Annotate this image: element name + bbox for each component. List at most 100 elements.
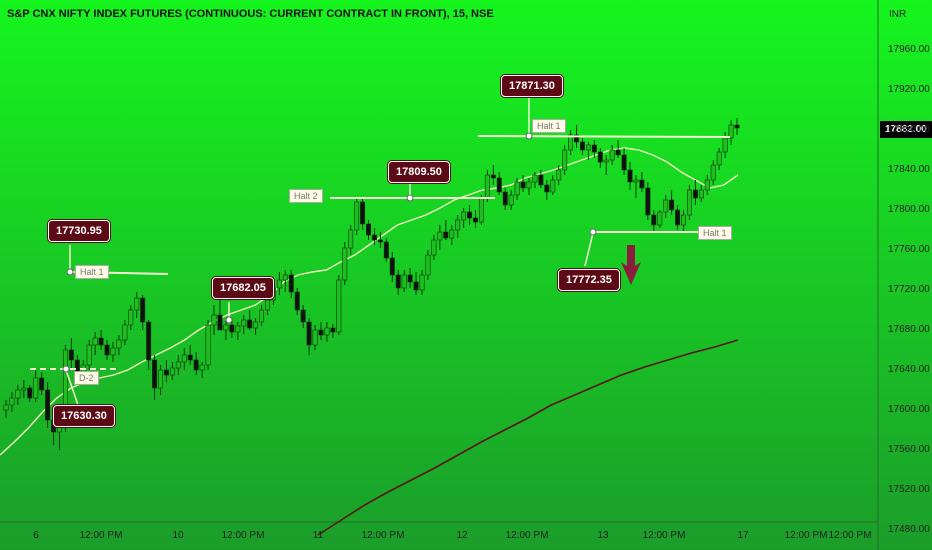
annotation-17630[interactable]: 17630.30 [53, 405, 115, 427]
candle [443, 220, 449, 240]
annotation-17772[interactable]: 17772.35 [558, 269, 620, 291]
candle-body [342, 247, 348, 281]
price-tick-label: 17520.00 [888, 484, 930, 495]
candle-body [377, 239, 383, 243]
candle [734, 118, 740, 135]
candle [241, 315, 247, 334]
candle [3, 400, 9, 418]
price-tick-label: 17640.00 [888, 364, 930, 375]
candle [104, 340, 110, 360]
candle-body [235, 325, 241, 333]
candle [348, 225, 354, 255]
price-tick-label: 17680.00 [888, 324, 930, 335]
candle-body [710, 164, 716, 181]
candle-body [389, 257, 395, 276]
time-tick-label: 17 [737, 530, 749, 541]
candle-body [330, 327, 336, 333]
candle-body [698, 189, 704, 199]
candle-body [276, 279, 282, 289]
candle-body [496, 177, 502, 193]
candle [425, 250, 431, 280]
candle-body [574, 134, 580, 143]
candle [532, 172, 538, 188]
candle-body [187, 354, 193, 361]
candle [621, 148, 627, 175]
candle-body [336, 279, 342, 333]
candle [478, 195, 484, 225]
price-tick-label: 17920.00 [888, 84, 930, 95]
candle [389, 252, 395, 282]
candle-body [140, 297, 146, 323]
candle [342, 242, 348, 285]
candle-body [56, 426, 62, 433]
candle-body [449, 229, 455, 239]
candle-body [484, 174, 490, 199]
slow-moving-average [317, 339, 739, 536]
candle [657, 210, 663, 228]
candle [704, 175, 710, 195]
candle-body [597, 151, 603, 163]
candle-body [562, 149, 568, 171]
candle-body [264, 299, 270, 311]
candle-body [158, 369, 164, 389]
candle [490, 165, 496, 185]
candle-body [45, 389, 51, 421]
candle [15, 385, 21, 405]
candle-body [193, 359, 199, 371]
annotation-17682[interactable]: 17682.05 [212, 277, 274, 299]
candle-body [366, 223, 372, 236]
candle [175, 355, 181, 375]
candle [568, 130, 574, 155]
candle [158, 365, 164, 395]
time-tick-label: 6 [33, 530, 39, 541]
annotation-17809[interactable]: 17809.50 [388, 161, 450, 183]
candle-body [615, 149, 621, 156]
candle [669, 190, 675, 215]
candle-body [651, 214, 657, 226]
candle-body [300, 309, 306, 323]
candle-body [621, 154, 627, 171]
candle-body [681, 214, 687, 226]
candle-body [9, 397, 15, 406]
anchor-17730 [66, 268, 74, 276]
candle-body [526, 181, 532, 189]
candle [615, 140, 621, 158]
candle [128, 305, 134, 330]
candle [467, 205, 473, 225]
candle-body [134, 297, 140, 311]
candle-body [312, 329, 318, 346]
candle [449, 225, 455, 245]
candle [710, 160, 716, 185]
leader-17772 [584, 232, 594, 267]
candle-body [116, 339, 122, 349]
candle [86, 340, 92, 370]
candle-body [514, 181, 520, 196]
candle [407, 268, 413, 288]
tag-halt2: Halt 2 [289, 189, 323, 203]
candle [681, 210, 687, 232]
candle-body [413, 281, 419, 291]
candle-body [348, 229, 354, 249]
candle-body [39, 377, 45, 391]
price-tick-label: 17880.00 [888, 124, 930, 135]
candle-body [550, 179, 556, 193]
time-tick-label: 12:00 PM [642, 530, 686, 541]
candle-body [223, 324, 229, 331]
candle [591, 140, 597, 158]
annotation-17730[interactable]: 17730.95 [48, 220, 110, 242]
annotation-17871[interactable]: 17871.30 [501, 75, 563, 97]
candle-body [473, 217, 479, 223]
candle-body [633, 179, 639, 183]
candle-body [205, 324, 211, 366]
candle [395, 270, 401, 295]
candle [193, 352, 199, 375]
fast-moving-average [0, 147, 739, 456]
candle [366, 220, 372, 240]
candle [336, 275, 342, 335]
candle-body [360, 201, 366, 225]
candle-body [169, 367, 175, 376]
candle [663, 195, 669, 218]
candle [235, 322, 241, 340]
candle-body [110, 347, 116, 356]
